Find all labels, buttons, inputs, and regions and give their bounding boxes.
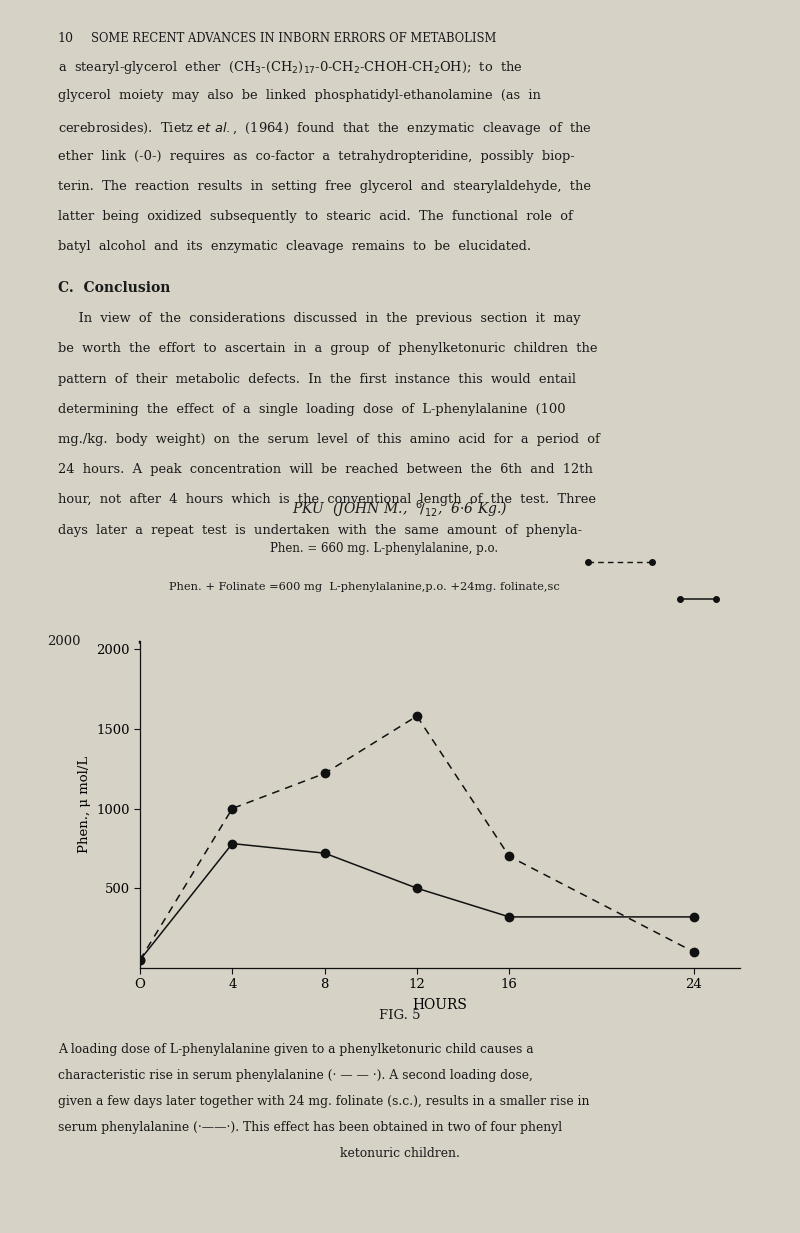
Text: mg./kg.  body  weight)  on  the  serum  level  of  this  amino  acid  for  a  pe: mg./kg. body weight) on the serum level …: [58, 433, 599, 446]
Text: 10: 10: [58, 32, 74, 46]
Text: characteristic rise in serum phenylalanine (· — — ·). A second loading dose,: characteristic rise in serum phenylalani…: [58, 1069, 533, 1083]
Text: 24  hours.  A  peak  concentration  will  be  reached  between  the  6th  and  1: 24 hours. A peak concentration will be r…: [58, 464, 593, 476]
Text: given a few days later together with 24 mg. folinate (s.c.), results in a smalle: given a few days later together with 24 …: [58, 1095, 589, 1108]
Text: be  worth  the  effort  to  ascertain  in  a  group  of  phenylketonuric  childr: be worth the effort to ascertain in a gr…: [58, 343, 597, 355]
Text: FIG. 5: FIG. 5: [379, 1009, 421, 1022]
Text: SOME RECENT ADVANCES IN INBORN ERRORS OF METABOLISM: SOME RECENT ADVANCES IN INBORN ERRORS OF…: [91, 32, 497, 46]
Text: a  stearyl-glycerol  ether  (CH$_3$-(CH$_2$)$_{17}$-0-CH$_2$-CHOH-CH$_2$OH);  to: a stearyl-glycerol ether (CH$_3$-(CH$_2$…: [58, 59, 522, 76]
Text: ketonuric children.: ketonuric children.: [340, 1147, 460, 1160]
Text: glycerol  moiety  may  also  be  linked  phosphatidyl-ethanolamine  (as  in: glycerol moiety may also be linked phosp…: [58, 89, 541, 102]
Text: batyl  alcohol  and  its  enzymatic  cleavage  remains  to  be  elucidated.: batyl alcohol and its enzymatic cleavage…: [58, 240, 530, 254]
Text: In  view  of  the  considerations  discussed  in  the  previous  section  it  ma: In view of the considerations discussed …: [58, 312, 580, 326]
Text: latter  being  oxidized  subsequently  to  stearic  acid.  The  functional  role: latter being oxidized subsequently to st…: [58, 210, 573, 223]
Y-axis label: Phen., μ mol/L: Phen., μ mol/L: [78, 756, 90, 853]
Text: cerebrosides).  Tietz $\it{et\ al.}$,  (1964)  found  that  the  enzymatic  clea: cerebrosides). Tietz $\it{et\ al.}$, (19…: [58, 120, 591, 137]
Text: ether  link  (-0-)  requires  as  co-factor  a  tetrahydropteridine,  possibly  : ether link (-0-) requires as co-factor a…: [58, 149, 574, 163]
Text: pattern  of  their  metabolic  defects.  In  the  first  instance  this  would  : pattern of their metabolic defects. In t…: [58, 372, 576, 386]
Text: hour,  not  after  4  hours  which  is  the  conventional  length  of  the  test: hour, not after 4 hours which is the con…: [58, 493, 595, 507]
Text: Phen. + Folinate =600 mg  L-phenylalanine,p.o. +24mg. folinate,sc: Phen. + Folinate =600 mg L-phenylalanine…: [169, 582, 559, 592]
Text: days  later  a  repeat  test  is  undertaken  with  the  same  amount  of  pheny: days later a repeat test is undertaken w…: [58, 524, 582, 536]
X-axis label: HOURS: HOURS: [413, 999, 467, 1012]
Text: PKU  (JOHN M.,  $^6\!/_{12}$,  6$\cdot$6 Kg.): PKU (JOHN M., $^6\!/_{12}$, 6$\cdot$6 Kg…: [292, 498, 508, 520]
Text: A loading dose of L-phenylalanine given to a phenylketonuric child causes a: A loading dose of L-phenylalanine given …: [58, 1043, 534, 1057]
Text: determining  the  effect  of  a  single  loading  dose  of  L-phenylalanine  (10: determining the effect of a single loadi…: [58, 403, 566, 416]
Text: C.  Conclusion: C. Conclusion: [58, 280, 170, 295]
Text: terin.  The  reaction  results  in  setting  free  glycerol  and  stearylaldehyd: terin. The reaction results in setting f…: [58, 180, 590, 194]
Text: Phen. = 660 mg. L-phenylalanine, p.o.: Phen. = 660 mg. L-phenylalanine, p.o.: [270, 541, 498, 555]
Text: 2000: 2000: [47, 635, 81, 647]
Text: serum phenylalanine (·——·). This effect has been obtained in two of four phenyl: serum phenylalanine (·——·). This effect …: [58, 1121, 562, 1134]
